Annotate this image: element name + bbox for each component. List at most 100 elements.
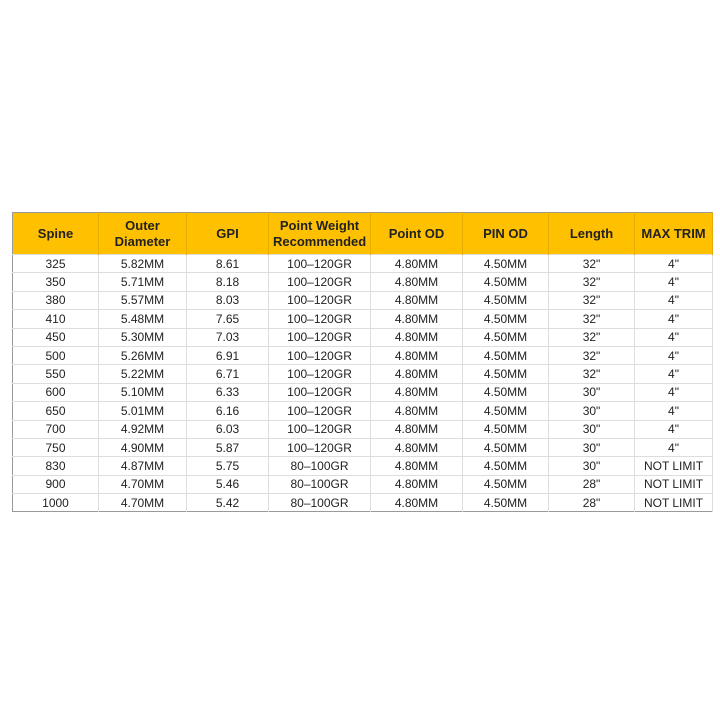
table-cell: 6.03 — [186, 419, 269, 439]
table-cell: 5.30MM — [98, 327, 187, 347]
table-cell: 7.65 — [186, 309, 269, 329]
table-cell: 5.87 — [186, 437, 269, 457]
header-row: Spine Outer Diameter GPI Point Weight Recom… — [12, 212, 713, 255]
table-cell: 6.33 — [186, 382, 269, 402]
table-cell: 4.50MM — [462, 364, 549, 384]
table-row: 830 4.87MM 5.75 80–100GR 4.80MM 4.50MM 30" NOT … — [12, 456, 713, 476]
table-cell: 4.50MM — [462, 456, 549, 476]
table-cell: 8.03 — [186, 290, 269, 310]
table-cell: 30" — [548, 456, 635, 476]
table-cell: 30" — [548, 401, 635, 421]
table-cell: 4.80MM — [370, 437, 463, 457]
table-cell: 5.26MM — [98, 345, 187, 365]
table-cell: 100–120GR — [268, 272, 371, 292]
table-row: 410 5.48MM 7.65 100–120GR 4.80MM 4.50MM 32" 4" — [12, 309, 713, 329]
table-cell: 100–120GR — [268, 401, 371, 421]
table-cell: 32" — [548, 290, 635, 310]
table-cell: 80–100GR — [268, 474, 371, 494]
spec-table: Spine Outer Diameter GPI Point Weight Recom… — [12, 212, 713, 513]
table-cell: 32" — [548, 364, 635, 384]
table-cell: 100–120GR — [268, 345, 371, 365]
table-cell: 410 — [12, 309, 99, 329]
table-cell: 500 — [12, 345, 99, 365]
table-cell: 4.80MM — [370, 364, 463, 384]
table-row: 700 4.92MM 6.03 100–120GR 4.80MM 4.50MM 30" 4" — [12, 419, 713, 439]
table-cell: 32" — [548, 309, 635, 329]
table-cell: 5.82MM — [98, 253, 187, 273]
table-cell: 750 — [12, 437, 99, 457]
table-cell: NOT LIMIT — [634, 474, 713, 494]
table-cell: 4.80MM — [370, 272, 463, 292]
table-cell: 32" — [548, 253, 635, 273]
table-cell: 4.50MM — [462, 437, 549, 457]
table-cell: 650 — [12, 401, 99, 421]
table-cell: 4.80MM — [370, 345, 463, 365]
table-cell: 4.80MM — [370, 327, 463, 347]
table-row: 550 5.22MM 6.71 100–120GR 4.80MM 4.50MM 32" 4" — [12, 364, 713, 384]
table-cell: 5.01MM — [98, 401, 187, 421]
header-cell: Point Weight Recommended — [268, 212, 371, 255]
table-cell: 5.10MM — [98, 382, 187, 402]
table-cell: 4" — [634, 345, 713, 365]
table-cell: 4.80MM — [370, 419, 463, 439]
table-cell: 700 — [12, 419, 99, 439]
table-cell: 4.50MM — [462, 474, 549, 494]
table-cell: 4.50MM — [462, 272, 549, 292]
table-body: 325 5.82MM 8.61 100–120GR 4.80MM 4.50MM 32" 4" 3… — [12, 253, 713, 512]
table-cell: 100–120GR — [268, 327, 371, 347]
header-cell: Outer Diameter — [98, 212, 187, 255]
table-cell: 32" — [548, 327, 635, 347]
table-row: 325 5.82MM 8.61 100–120GR 4.80MM 4.50MM 32" 4" — [12, 253, 713, 273]
table-cell: 5.75 — [186, 456, 269, 476]
table-cell: 80–100GR — [268, 493, 371, 512]
spec-table-container: Spine Outer Diameter GPI Point Weight Recom… — [12, 212, 713, 513]
table-cell: 5.46 — [186, 474, 269, 494]
table-cell: 6.16 — [186, 401, 269, 421]
table-cell: 100–120GR — [268, 364, 371, 384]
table-cell: 4.80MM — [370, 493, 463, 512]
table-cell: 100–120GR — [268, 419, 371, 439]
table-cell: 30" — [548, 419, 635, 439]
table-cell: 550 — [12, 364, 99, 384]
header-cell: Point OD — [370, 212, 463, 255]
table-cell: 5.42 — [186, 493, 269, 512]
table-cell: 5.57MM — [98, 290, 187, 310]
table-cell: 350 — [12, 272, 99, 292]
table-row: 450 5.30MM 7.03 100–120GR 4.80MM 4.50MM 32" 4" — [12, 327, 713, 347]
table-cell: 30" — [548, 437, 635, 457]
table-cell: 4.80MM — [370, 401, 463, 421]
table-cell: 4.80MM — [370, 290, 463, 310]
table-row: 650 5.01MM 6.16 100–120GR 4.80MM 4.50MM 30" 4" — [12, 401, 713, 421]
table-cell: 4.50MM — [462, 253, 549, 273]
table-cell: 32" — [548, 272, 635, 292]
table-cell: 4" — [634, 272, 713, 292]
table-cell: 4.50MM — [462, 290, 549, 310]
table-cell: 4.80MM — [370, 474, 463, 494]
table-cell: 4.50MM — [462, 419, 549, 439]
table-cell: 1000 — [12, 493, 99, 512]
header-cell: Spine — [12, 212, 99, 255]
table-cell: 4.80MM — [370, 456, 463, 476]
table-cell: 30" — [548, 382, 635, 402]
table-cell: 5.22MM — [98, 364, 187, 384]
table-row: 380 5.57MM 8.03 100–120GR 4.80MM 4.50MM 32" 4" — [12, 290, 713, 310]
table-cell: 28" — [548, 474, 635, 494]
table-cell: 5.71MM — [98, 272, 187, 292]
table-cell: 4.50MM — [462, 401, 549, 421]
table-cell: 4.80MM — [370, 309, 463, 329]
table-row: 350 5.71MM 8.18 100–120GR 4.80MM 4.50MM 32" 4" — [12, 272, 713, 292]
table-cell: 100–120GR — [268, 290, 371, 310]
table-cell: 4" — [634, 364, 713, 384]
table-row: 750 4.90MM 5.87 100–120GR 4.80MM 4.50MM 30" 4" — [12, 437, 713, 457]
table-cell: 4.80MM — [370, 253, 463, 273]
table-cell: 4.50MM — [462, 493, 549, 512]
header-cell: GPI — [186, 212, 269, 255]
table-cell: 4" — [634, 253, 713, 273]
table-row: 900 4.70MM 5.46 80–100GR 4.80MM 4.50MM 28" NOT … — [12, 474, 713, 494]
table-cell: 80–100GR — [268, 456, 371, 476]
table-cell: 4" — [634, 309, 713, 329]
table-cell: 4" — [634, 327, 713, 347]
table-cell: 325 — [12, 253, 99, 273]
table-cell: 4.50MM — [462, 309, 549, 329]
